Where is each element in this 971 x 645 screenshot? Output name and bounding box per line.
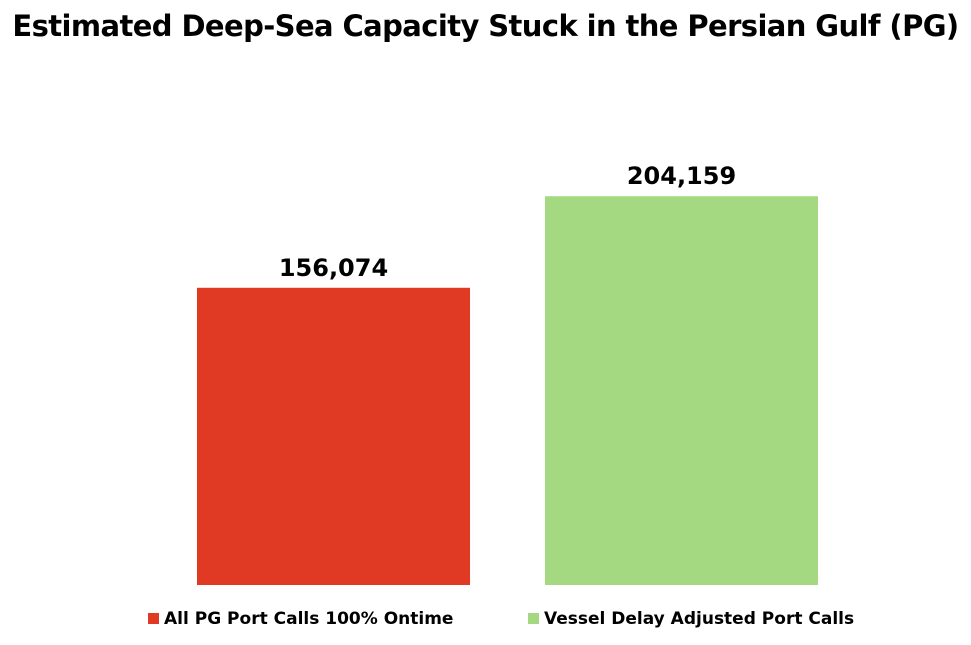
bar-1 xyxy=(197,287,470,585)
bars xyxy=(197,196,818,585)
legend-swatch-2 xyxy=(528,613,539,624)
bar-2 xyxy=(545,196,818,585)
legend: All PG Port Calls 100% Ontime Vessel Dela… xyxy=(148,609,854,629)
legend-label-1: All PG Port Calls 100% Ontime xyxy=(164,609,453,629)
legend-swatch-1 xyxy=(148,613,159,624)
data-labels: 156,074 204,159 xyxy=(279,162,736,282)
legend-label-2: Vessel Delay Adjusted Port Calls xyxy=(544,609,854,629)
data-label-2: 204,159 xyxy=(627,162,736,190)
chart-title: Estimated Deep-Sea Capacity Stuck in the… xyxy=(12,9,959,43)
data-label-1: 156,074 xyxy=(279,254,388,282)
